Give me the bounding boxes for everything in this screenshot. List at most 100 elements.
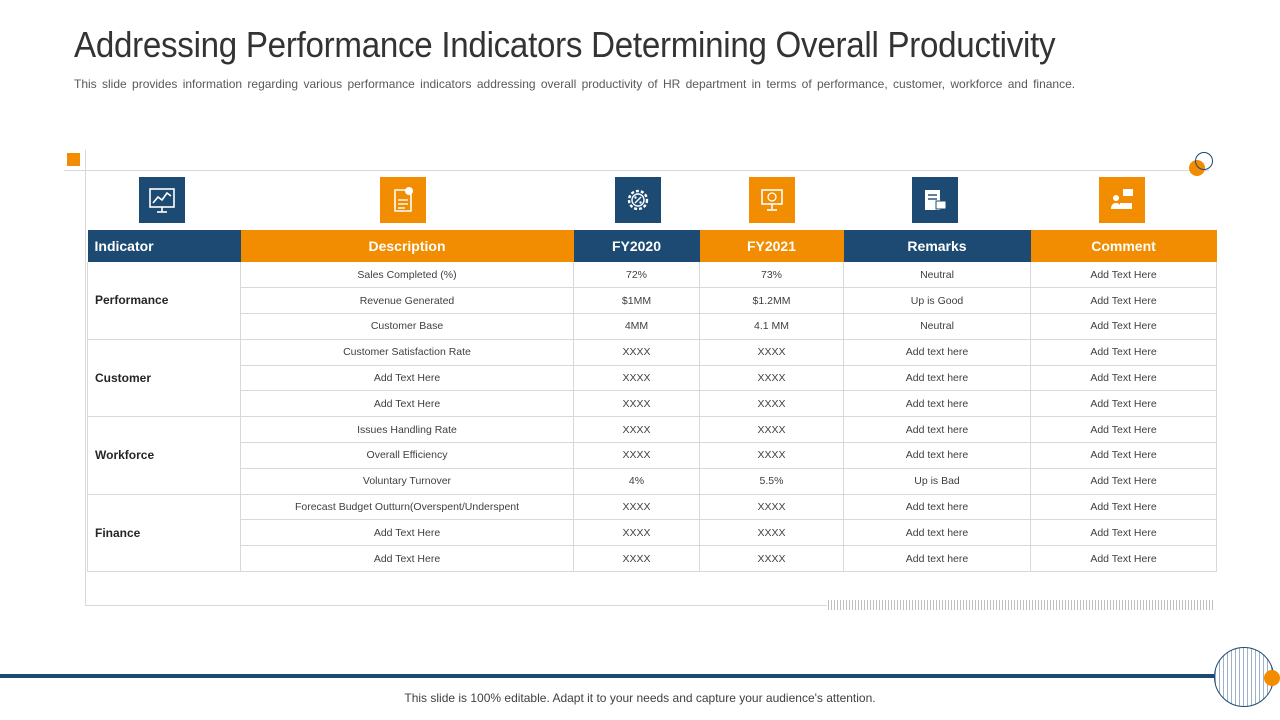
remarks-cell: Add text here [843,494,1031,521]
decorative-dot [1264,670,1280,686]
table-row: Add Text Here XXXX XXXX Add text here Add Te… [88,519,1217,547]
fy2021-cell: XXXX [699,365,844,392]
indicators-table: Indicator Description FY2020 FY2021 Rema… [87,230,1217,573]
header-description: Description [240,230,574,262]
fy2021-cell: 5.5% [699,468,844,495]
fy2021-cell: XXXX [699,545,844,573]
comment-cell: Add Text Here [1030,545,1217,573]
indicator-group-label: Workforce [87,416,241,495]
frame-bottom-line [85,605,827,606]
remarks-cell: Neutral [843,262,1031,289]
fy2020-cell: XXXX [573,442,700,469]
indicator-group-label: Finance [87,494,241,573]
description-cell: Add Text Here [240,545,574,573]
decorative-stripes [828,600,1214,610]
table-row: Customer Base 4MM 4.1 MM Neutral Add Text He… [88,313,1217,340]
fy2020-cell: XXXX [573,365,700,392]
remarks-cell: Add text here [843,416,1031,444]
decorative-circle-ring [1195,152,1213,170]
frame-top-line [64,170,1209,171]
remarks-cell: Up is Good [843,287,1031,315]
header-fy2020: FY2020 [573,230,700,262]
description-cell: Sales Completed (%) [240,262,574,289]
indicator-group-label: Customer [87,339,241,418]
frame-left-line [85,150,86,605]
description-cell: Voluntary Turnover [240,468,574,495]
page-subtitle: This slide provides information regardin… [74,77,1076,91]
remarks-cell: Add text here [843,442,1031,469]
header-remarks: Remarks [843,230,1031,262]
comment-cell: Add Text Here [1030,339,1217,366]
description-cell: Forecast Budget Outturn(Overspent/Unders… [240,494,574,521]
description-cell: Customer Base [240,313,574,340]
header-fy2021: FY2021 [699,230,844,262]
percent-gear-icon [615,177,661,223]
remarks-cell: Add text here [843,339,1031,366]
fy2020-cell: XXXX [573,519,700,547]
fy2020-cell: XXXX [573,339,700,366]
fy2020-cell: 72% [573,262,700,289]
computer-percent-icon [749,177,795,223]
table-header-row: Indicator Description FY2020 FY2021 Rema… [87,230,1217,262]
comment-cell: Add Text Here [1030,287,1217,315]
person-laptop-chat-icon [1099,177,1145,223]
fy2021-cell: XXXX [699,494,844,521]
fy2021-cell: XXXX [699,390,844,418]
fy2020-cell: XXXX [573,416,700,444]
chart-presentation-icon [139,177,185,223]
comment-cell: Add Text Here [1030,365,1217,392]
footer-divider [0,674,1214,678]
comment-cell: Add Text Here [1030,468,1217,495]
comment-cell: Add Text Here [1030,313,1217,340]
fy2020-cell: XXXX [573,390,700,418]
fy2021-cell: XXXX [699,442,844,469]
fy2020-cell: XXXX [573,494,700,521]
table-row: Customer Customer Satisfaction Rate XXXX XX… [87,339,1217,418]
comment-cell: Add Text Here [1030,519,1217,547]
table-row: Add Text Here XXXX XXXX Add text here Add Te… [88,365,1217,392]
table-row: Add Text Here XXXX XXXX Add text here Add Te… [88,390,1217,418]
document-chat-icon [912,177,958,223]
document-money-icon [380,177,426,223]
remarks-cell: Up is Bad [843,468,1031,495]
table-row: Add Text Here XXXX XXXX Add text here Add Te… [88,545,1217,573]
fy2020-cell: $1MM [573,287,700,315]
footer-text: This slide is 100% editable. Adapt it to… [404,691,876,705]
description-cell: Add Text Here [240,519,574,547]
comment-cell: Add Text Here [1030,494,1217,521]
fy2021-cell: XXXX [699,416,844,444]
page-title: Addressing Performance Indicators Determ… [74,24,1056,65]
description-cell: Revenue Generated [240,287,574,315]
description-cell: Add Text Here [240,365,574,392]
comment-cell: Add Text Here [1030,390,1217,418]
table-row: Workforce Issues Handling Rate XXXX XXXX Add… [87,416,1217,495]
fy2021-cell: XXXX [699,339,844,366]
fy2021-cell: $1.2MM [699,287,844,315]
table-row: Revenue Generated $1MM $1.2MM Up is Good Add… [88,287,1217,315]
fy2021-cell: XXXX [699,519,844,547]
table-row: Finance Forecast Budget Outturn(Overspent… [87,494,1217,573]
description-cell: Add Text Here [240,390,574,418]
remarks-cell: Add text here [843,519,1031,547]
remarks-cell: Add text here [843,390,1031,418]
header-indicator: Indicator [87,230,241,262]
description-cell: Overall Efficiency [240,442,574,469]
decorative-square [67,153,80,166]
remarks-cell: Neutral [843,313,1031,340]
fy2020-cell: 4% [573,468,700,495]
remarks-cell: Add text here [843,365,1031,392]
remarks-cell: Add text here [843,545,1031,573]
table-row: Performance Sales Completed (%) 72% 73% Neut… [87,262,1217,340]
table-row: Voluntary Turnover 4% 5.5% Up is Bad Add Tex… [88,468,1217,495]
description-cell: Issues Handling Rate [240,416,574,444]
comment-cell: Add Text Here [1030,262,1217,289]
description-cell: Customer Satisfaction Rate [240,339,574,366]
indicator-group-label: Performance [87,262,241,340]
fy2020-cell: 4MM [573,313,700,340]
table-row: Overall Efficiency XXXX XXXX Add text here A… [88,442,1217,469]
fy2021-cell: 4.1 MM [699,313,844,340]
comment-cell: Add Text Here [1030,416,1217,444]
header-comment: Comment [1030,230,1217,262]
comment-cell: Add Text Here [1030,442,1217,469]
fy2020-cell: XXXX [573,545,700,573]
